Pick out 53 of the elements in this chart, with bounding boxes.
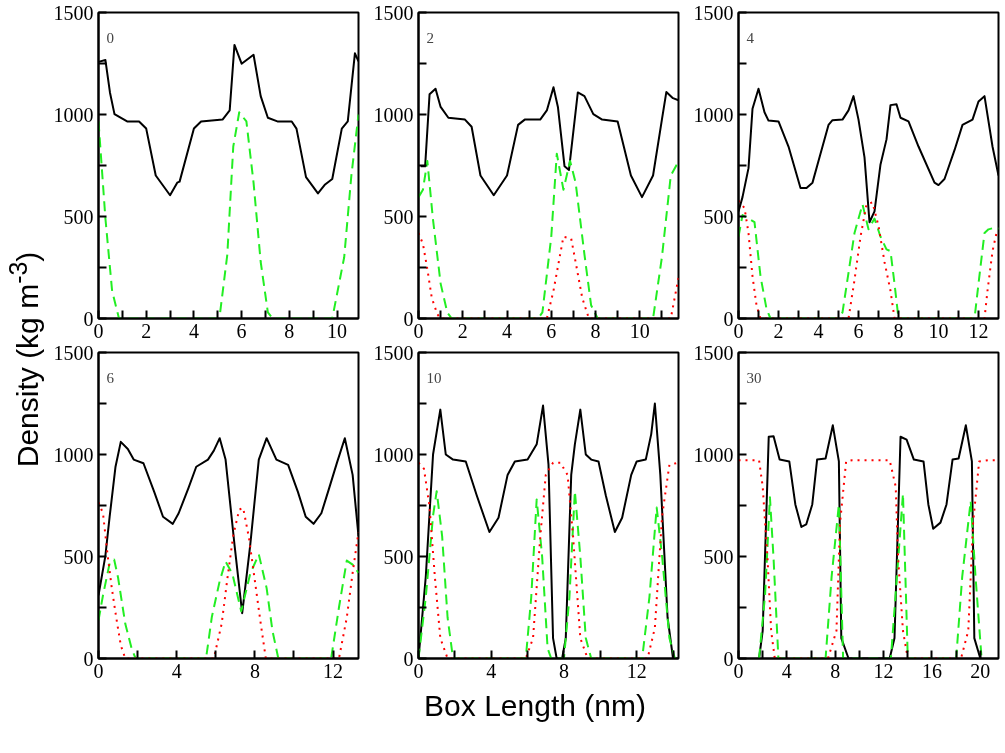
y-tick-label: 1500 <box>53 1 94 24</box>
x-tick-label: 6 <box>853 319 864 342</box>
annotation: 0 <box>106 29 114 46</box>
x-tick-label: 4 <box>188 319 199 342</box>
x-tick-label: 6 <box>546 319 557 342</box>
y-tick-label: 500 <box>383 545 414 568</box>
y-tick-label: 1500 <box>693 1 734 24</box>
x-tick-label: 4 <box>486 659 497 682</box>
x-tick-label: 8 <box>284 319 295 342</box>
x-tick-label: 12 <box>323 659 344 682</box>
y-tick-label: 1000 <box>693 103 734 126</box>
x-tick-label: 8 <box>249 659 260 682</box>
y-tick-label: 1000 <box>53 103 94 126</box>
x-tick-label: 10 <box>928 319 949 342</box>
y-tick-label: 1500 <box>693 341 734 364</box>
x-tick-label: 16 <box>921 659 942 682</box>
y-tick-label: 1000 <box>53 443 94 466</box>
x-tick-label: 10 <box>327 319 348 342</box>
x-tick-label: 12 <box>968 319 989 342</box>
y-tick-label: 1000 <box>373 103 414 126</box>
y-tick-label: 500 <box>703 545 734 568</box>
x-tick-label: 4 <box>813 319 824 342</box>
x-axis-title: Box Length (nm) <box>423 688 647 724</box>
x-tick-label: 8 <box>590 319 601 342</box>
x-tick-label: 8 <box>558 659 569 682</box>
annotation: 30 <box>746 369 762 386</box>
x-tick-label: 4 <box>502 319 513 342</box>
x-tick-label: 8 <box>893 319 904 342</box>
x-tick-label: 2 <box>141 319 152 342</box>
x-tick-label: 6 <box>236 319 247 342</box>
y-tick-label: 1500 <box>373 1 414 24</box>
y-tick-label: 1000 <box>693 443 734 466</box>
x-tick-label: 2 <box>457 319 468 342</box>
annotation: 6 <box>106 369 115 386</box>
y-tick-label: 500 <box>383 205 414 228</box>
y-tick-label: 1500 <box>373 341 414 364</box>
x-tick-label: 12 <box>626 659 647 682</box>
x-tick-label: 20 <box>970 659 991 682</box>
x-tick-label: 2 <box>773 319 784 342</box>
line-series <box>758 492 983 659</box>
x-tick-label: 4 <box>781 659 792 682</box>
annotation: 4 <box>746 29 755 46</box>
x-tick-label: 4 <box>171 659 182 682</box>
y-tick-label: 500 <box>703 205 734 228</box>
x-tick-label: 8 <box>830 659 841 682</box>
x-tick-label: 12 <box>873 659 894 682</box>
y-tick-label: 500 <box>63 545 94 568</box>
annotation: 10 <box>426 369 442 386</box>
y-tick-label: 500 <box>63 205 94 228</box>
y-tick-label: 1000 <box>373 443 414 466</box>
y-tick-label: 1500 <box>53 341 94 364</box>
annotation: 2 <box>426 29 434 46</box>
x-tick-label: 10 <box>629 319 650 342</box>
